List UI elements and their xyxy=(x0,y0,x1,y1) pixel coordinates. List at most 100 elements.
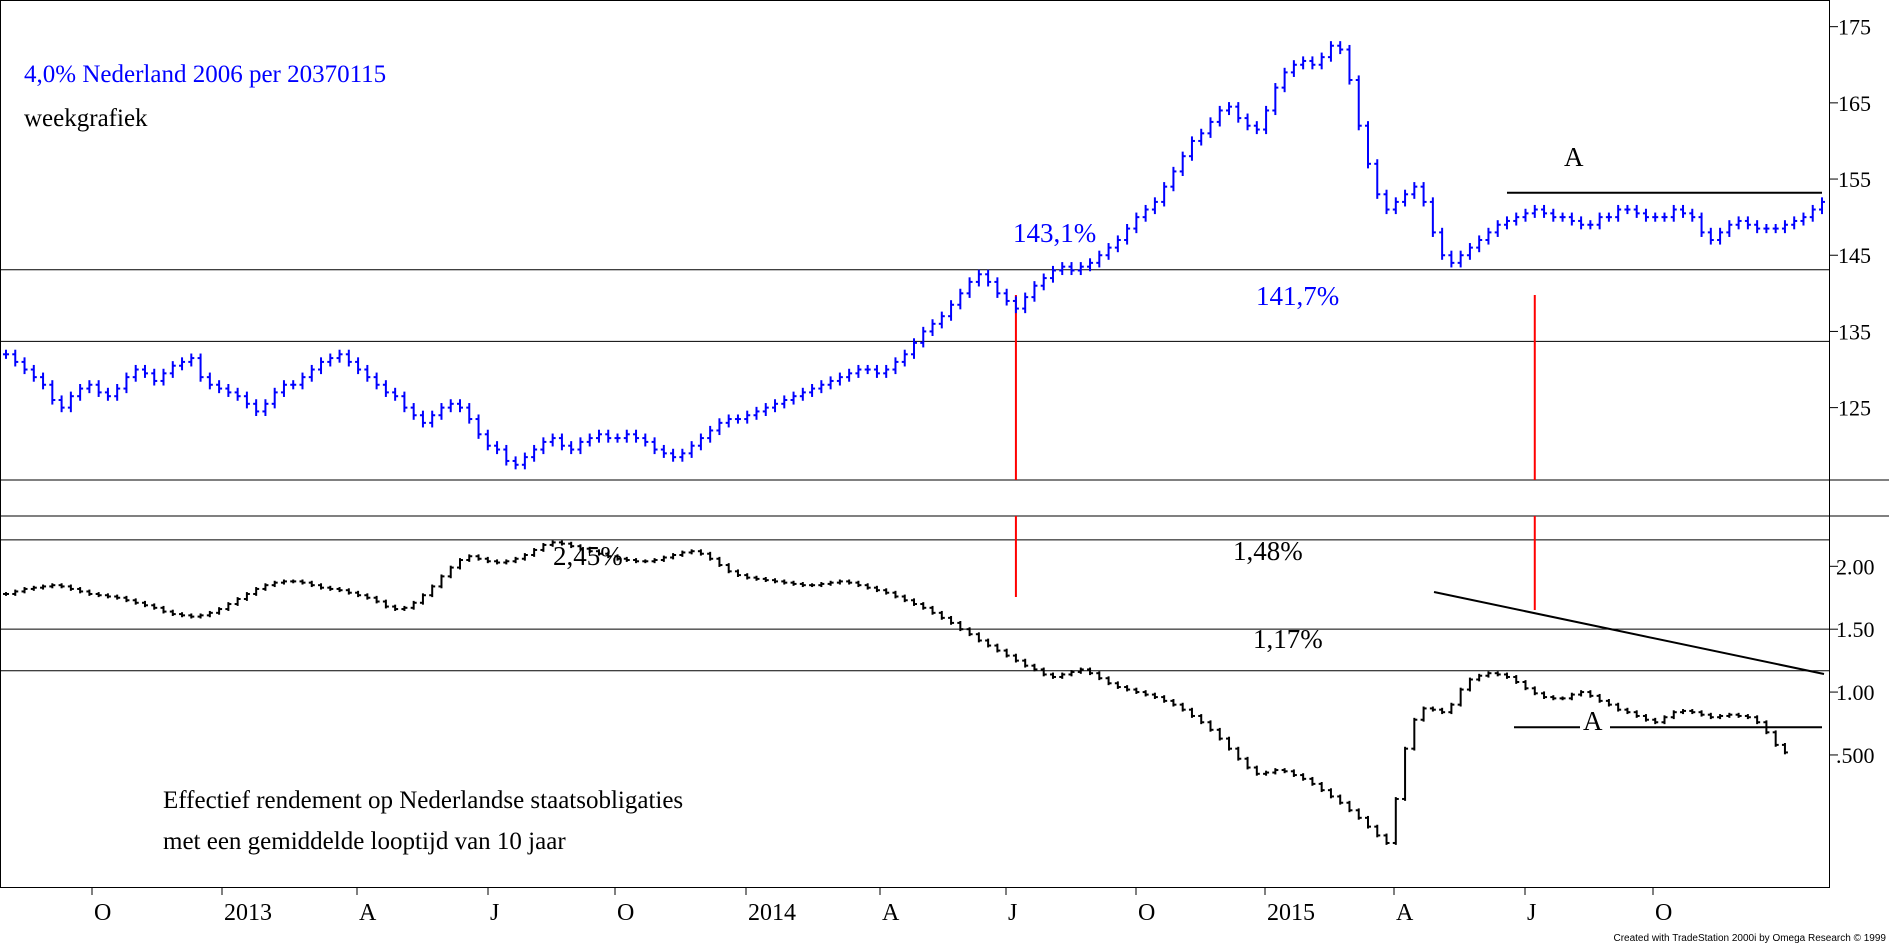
price-bar-96 xyxy=(892,357,899,375)
yield-bar-186 xyxy=(1726,712,1733,718)
price-bar-80 xyxy=(744,410,751,424)
x-tick-label-10: A xyxy=(1396,900,1414,926)
yield-bar-132 xyxy=(1226,736,1233,751)
price-bar-41 xyxy=(382,380,389,397)
yield-bar-91 xyxy=(846,579,853,585)
price-bar-180 xyxy=(1670,204,1677,222)
price-bar-152 xyxy=(1411,182,1418,199)
price-bar-172 xyxy=(1596,212,1603,230)
price-bar-186 xyxy=(1726,220,1733,237)
yield-bar-22 xyxy=(206,610,213,618)
yield-bar-151 xyxy=(1402,746,1409,801)
yield-bar-123 xyxy=(1142,690,1149,697)
yield-bar-119 xyxy=(1105,676,1112,686)
price-bar-122 xyxy=(1133,212,1140,234)
price-bar-170 xyxy=(1578,216,1585,230)
price-bar-54 xyxy=(503,444,510,466)
x-axis: O 2013 A J O 2014 A J O 2015 A J O xyxy=(91,887,1672,926)
price-bar-30 xyxy=(280,380,287,397)
price-bar-21 xyxy=(197,353,204,382)
yield-bar-95 xyxy=(883,588,890,595)
price-bar-183 xyxy=(1698,212,1705,237)
yield-bar-93 xyxy=(864,583,871,590)
price-bar-38 xyxy=(355,357,362,375)
price-bar-164 xyxy=(1522,208,1529,222)
price-bar-121 xyxy=(1124,224,1131,245)
price-bar-56 xyxy=(521,452,528,470)
yield-bar-92 xyxy=(855,580,862,588)
price-bar-116 xyxy=(1077,262,1084,276)
yield-bar-53 xyxy=(494,559,501,565)
yield-bar-73 xyxy=(679,550,686,557)
price-horizontal-levels xyxy=(0,269,1829,342)
yield-bar-20 xyxy=(188,613,195,619)
price-bar-87 xyxy=(809,384,816,397)
yield-bar-138 xyxy=(1281,768,1288,774)
yield-bar-71 xyxy=(660,555,667,562)
yield-bar-50 xyxy=(466,554,473,562)
yield-bar-82 xyxy=(762,576,769,583)
price-bar-156 xyxy=(1448,250,1455,268)
price-chart-subtitle: weekgrafiek xyxy=(24,105,148,132)
price-bar-110 xyxy=(1022,292,1029,314)
x-tick-label-0: O xyxy=(94,900,111,926)
yield-bar-57 xyxy=(531,548,538,557)
price-bar-126 xyxy=(1170,166,1177,192)
yield-bar-13 xyxy=(123,595,130,603)
price-bar-22 xyxy=(206,372,213,390)
yield-bar-146 xyxy=(1355,808,1362,820)
yield-bar-46 xyxy=(429,584,436,598)
price-bar-0 xyxy=(3,349,9,359)
price-bar-107 xyxy=(994,277,1001,298)
yield-bar-114 xyxy=(1059,672,1066,679)
price-bar-111 xyxy=(1031,281,1038,302)
price-bar-101 xyxy=(938,311,945,329)
yield-bar-190 xyxy=(1763,720,1770,735)
price-bar-6 xyxy=(58,395,65,413)
yield-bar-51 xyxy=(475,554,482,561)
price-bar-48 xyxy=(447,399,454,413)
yield-bar-12 xyxy=(114,594,121,600)
price-bar-165 xyxy=(1531,204,1538,218)
price-bar-141 xyxy=(1309,56,1316,70)
price-tick-label-1: 165 xyxy=(1838,91,1871,116)
price-bar-25 xyxy=(234,387,241,401)
price-bar-84 xyxy=(781,395,788,409)
price-bar-42 xyxy=(392,387,399,401)
yield-bar-84 xyxy=(781,579,788,585)
price-bar-157 xyxy=(1457,250,1464,268)
price-bar-9 xyxy=(86,380,93,394)
price-bar-103 xyxy=(957,288,964,310)
price-bar-159 xyxy=(1476,235,1483,253)
price-bar-58 xyxy=(540,437,547,455)
price-bar-151 xyxy=(1402,189,1409,207)
yield-bar-126 xyxy=(1170,698,1177,707)
x-tick-label-4: O xyxy=(617,900,634,926)
yield-bar-188 xyxy=(1744,714,1751,720)
price-bar-144 xyxy=(1337,41,1344,55)
price-bar-57 xyxy=(531,444,538,462)
yield-bar-139 xyxy=(1290,769,1297,777)
price-bar-158 xyxy=(1466,243,1473,260)
price-bar-192 xyxy=(1781,220,1788,234)
yield-bar-101 xyxy=(938,610,945,620)
yield-bar-3 xyxy=(30,585,37,591)
price-bar-13 xyxy=(123,372,130,394)
price-bar-76 xyxy=(707,425,714,443)
price-bar-27 xyxy=(253,399,260,416)
yield-tick-label-1: 1.50 xyxy=(1836,617,1875,642)
yield-bar-69 xyxy=(642,559,649,564)
price-bar-24 xyxy=(225,384,232,397)
price-bar-34 xyxy=(318,357,325,375)
price-bar-71 xyxy=(660,444,667,458)
price-bar-120 xyxy=(1114,235,1121,253)
yield-bar-83 xyxy=(772,578,779,584)
price-bar-64 xyxy=(595,429,602,443)
yield-bar-145 xyxy=(1346,800,1353,813)
yield-bar-152 xyxy=(1411,717,1418,751)
yield-bar-34 xyxy=(318,583,325,590)
yield-bar-55 xyxy=(512,556,519,564)
price-bar-163 xyxy=(1513,212,1520,226)
price-bar-175 xyxy=(1624,204,1631,215)
annotation-1-48: 1,48% xyxy=(1233,536,1303,566)
